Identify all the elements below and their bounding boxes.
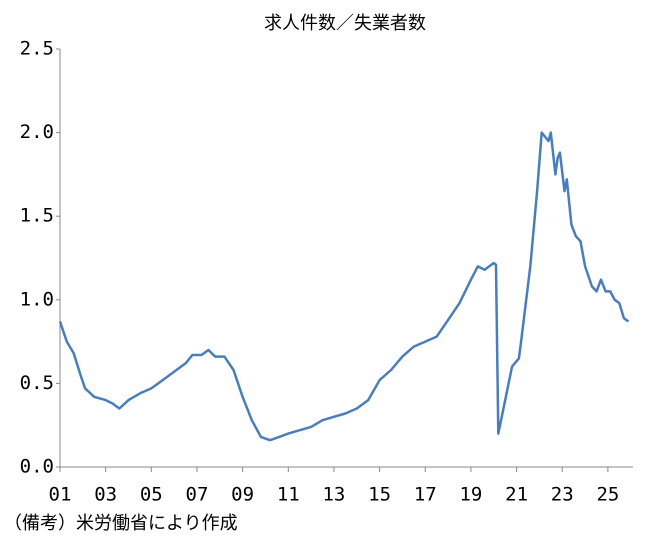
x-tick-label: 11 bbox=[277, 484, 300, 506]
x-tick-label: 05 bbox=[140, 484, 163, 506]
y-tick-label: 0.0 bbox=[20, 456, 54, 478]
y-tick-label: 2.0 bbox=[20, 121, 54, 143]
x-tick-label: 13 bbox=[322, 484, 345, 506]
y-tick-label: 2.5 bbox=[20, 38, 54, 60]
x-tick-label: 23 bbox=[551, 484, 574, 506]
chart-title: 求人件数／失業者数 bbox=[264, 13, 426, 34]
x-tick-label: 07 bbox=[186, 484, 209, 506]
y-tick-label: 1.5 bbox=[20, 205, 54, 227]
line-series bbox=[58, 131, 630, 442]
x-tick-label: 21 bbox=[505, 484, 528, 506]
x-tick-label: 17 bbox=[414, 484, 437, 506]
x-tick-label: 25 bbox=[596, 484, 619, 506]
y-tick-label: 0.5 bbox=[20, 372, 54, 394]
x-tick-label: 15 bbox=[368, 484, 391, 506]
x-tick-label: 01 bbox=[49, 484, 72, 506]
note: （備考）米労働省により作成 bbox=[4, 513, 238, 534]
y-tick-label: 1.0 bbox=[20, 288, 54, 310]
x-tick-label: 19 bbox=[459, 484, 482, 506]
x-tick-label: 09 bbox=[231, 484, 254, 506]
x-tick-label: 03 bbox=[94, 484, 117, 506]
